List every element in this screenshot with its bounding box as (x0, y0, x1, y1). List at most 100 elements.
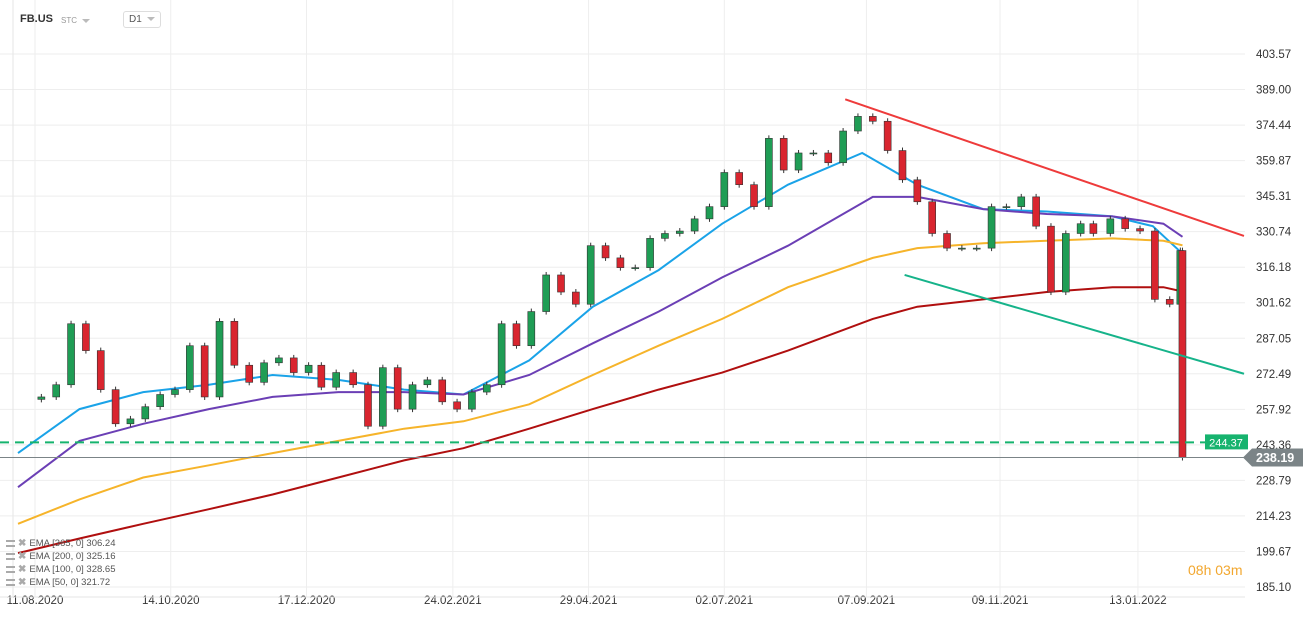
candle (1002, 206, 1011, 208)
y-tick-label: 374.44 (1256, 120, 1292, 132)
price-level-label: 244.37 (1209, 437, 1243, 449)
candle (913, 179, 922, 203)
ema-line (17, 237, 1183, 525)
instrument-type: STC (61, 16, 77, 25)
candle (408, 384, 417, 410)
close-icon[interactable]: ✖ (18, 564, 27, 575)
x-tick-label: 29.04.2021 (560, 595, 618, 607)
price-level-badge (1205, 434, 1248, 450)
candle (616, 257, 625, 268)
candle (1017, 196, 1026, 207)
candle (1032, 196, 1040, 227)
y-tick-label: 214.23 (1256, 511, 1291, 523)
candle (601, 245, 610, 259)
candle-countdown: 08h 03m (1188, 562, 1243, 578)
candle (275, 357, 283, 364)
settings-icon[interactable] (6, 566, 15, 573)
candle (497, 323, 506, 386)
candle (332, 372, 340, 388)
candle (586, 245, 595, 305)
candle (67, 323, 75, 386)
candle (468, 391, 476, 410)
candle (557, 274, 565, 293)
y-tick-label: 389.00 (1256, 85, 1291, 97)
y-tick-label: 228.79 (1256, 475, 1291, 487)
settings-icon[interactable] (6, 540, 15, 547)
ema-line (17, 195, 1184, 488)
candle (735, 172, 743, 185)
legend-item: ✖ EMA [100, 0] 328.65 (6, 563, 115, 576)
candle (1047, 225, 1055, 293)
candle (542, 274, 550, 312)
legend-label: EMA [365, 0] 306.24 (29, 538, 116, 549)
timeframe-selector[interactable]: D1 (123, 11, 161, 28)
instrument-type-selector[interactable]: STC (61, 16, 90, 25)
candle (260, 362, 268, 383)
candle (1151, 230, 1159, 300)
candle (675, 230, 684, 234)
candle (289, 357, 298, 373)
candle (690, 218, 699, 232)
candle (705, 206, 714, 220)
candle (720, 172, 729, 207)
candle (1106, 218, 1115, 234)
x-tick-label: 11.08.2020 (7, 595, 64, 607)
y-tick-label: 287.05 (1256, 333, 1291, 345)
candle (1178, 250, 1187, 458)
candle (171, 389, 179, 395)
candle (987, 206, 996, 249)
candle (438, 379, 447, 403)
candle (512, 323, 521, 347)
last-price-badge (1243, 448, 1303, 467)
candle (364, 384, 372, 427)
legend-label: EMA [100, 0] 328.65 (29, 564, 116, 575)
settings-icon[interactable] (6, 553, 15, 560)
y-tick-label: 257.92 (1256, 404, 1291, 416)
last-price-label: 238.19 (1256, 451, 1294, 465)
x-tick-label: 24.02.2021 (424, 595, 482, 607)
legend-label: EMA [50, 0] 321.72 (29, 577, 111, 588)
candle (1076, 223, 1085, 234)
candle (230, 321, 239, 366)
y-tick-label: 359.87 (1256, 156, 1291, 168)
legend-item: ✖ EMA [50, 0] 321.72 (6, 576, 115, 589)
chevron-down-icon (82, 18, 90, 23)
y-tick-label: 316.18 (1256, 262, 1291, 274)
close-icon[interactable]: ✖ (18, 577, 27, 588)
candle (379, 367, 387, 427)
timeframe-value: D1 (129, 14, 142, 25)
ema-line (17, 286, 1183, 555)
candle (453, 401, 461, 410)
candle (646, 238, 654, 268)
candle (423, 379, 432, 386)
candle (96, 350, 105, 390)
settings-icon[interactable] (6, 579, 15, 586)
candle (1136, 228, 1144, 232)
candle (1089, 223, 1098, 234)
x-tick-label: 02.07.2021 (696, 595, 754, 607)
legend-label: EMA [200, 0] 325.16 (29, 551, 116, 562)
close-icon[interactable]: ✖ (18, 538, 27, 549)
y-tick-label: 403.57 (1256, 49, 1291, 61)
candle (958, 247, 966, 250)
candle (82, 323, 90, 351)
legend-item: ✖ EMA [365, 0] 306.24 (6, 537, 115, 550)
candle (661, 233, 669, 239)
y-tick-label: 301.62 (1256, 298, 1291, 310)
candle (186, 345, 194, 390)
trendline (904, 274, 1245, 375)
chevron-down-icon (146, 17, 155, 22)
candle (898, 150, 907, 181)
candle (779, 138, 788, 171)
candle (943, 233, 951, 249)
candle (317, 364, 326, 388)
candle (52, 384, 61, 398)
candle (141, 406, 150, 420)
y-tick-label: 199.67 (1256, 546, 1291, 558)
candle (111, 389, 120, 425)
candle (215, 321, 224, 398)
close-icon[interactable]: ✖ (18, 551, 27, 562)
candle (1165, 299, 1174, 305)
candle (839, 130, 847, 164)
